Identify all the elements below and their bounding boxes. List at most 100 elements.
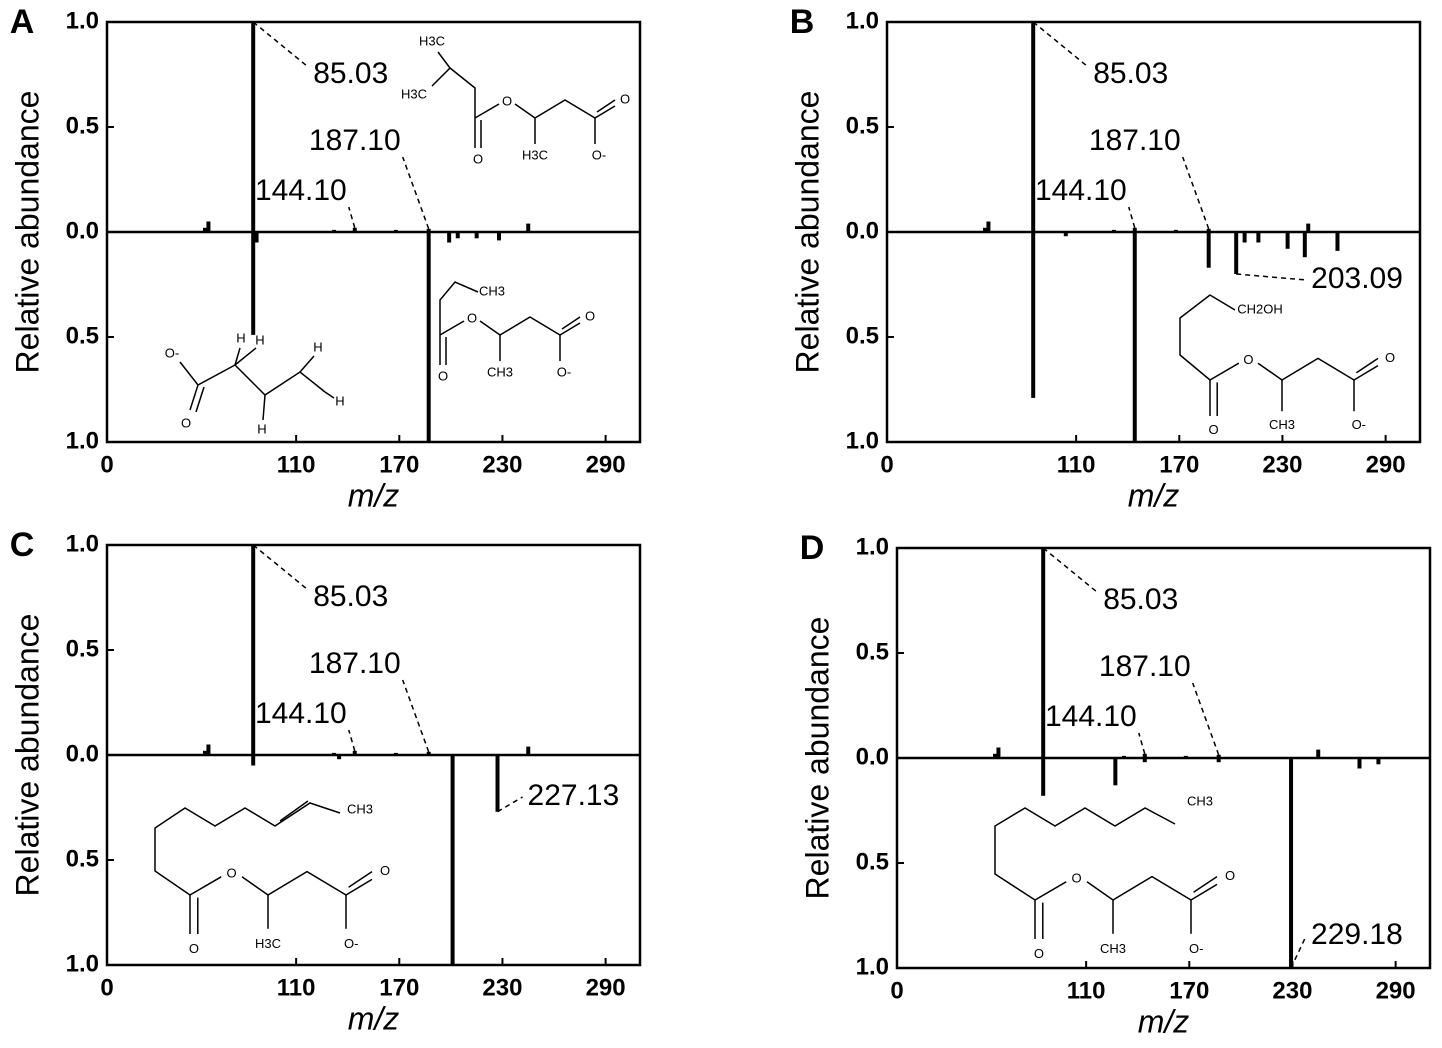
atom-label: O- [1189, 941, 1203, 956]
peak-leader [1191, 682, 1220, 756]
peak-label: 187.10 [1089, 124, 1181, 157]
x-tick-label: 170 [379, 451, 419, 478]
x-axis-label: m/z [1128, 477, 1180, 513]
atom-label: O- [344, 936, 358, 951]
x-tick-label: 0 [100, 974, 113, 1001]
peak-label: 227.13 [528, 779, 620, 812]
bond [1209, 362, 1240, 381]
x-tick-label: 290 [1366, 451, 1406, 478]
atom-label: O [585, 308, 595, 323]
x-tick-label: 110 [277, 974, 316, 1001]
x-tick-label: 230 [482, 451, 522, 478]
y-tick-label: 0.5 [846, 112, 879, 139]
peak-label: 85.03 [1103, 583, 1178, 616]
atom-label: CH3 [479, 283, 505, 298]
bond [179, 361, 199, 386]
y-axis-label: Relative abundance [9, 91, 45, 374]
bond [1193, 875, 1218, 893]
peak-leader [1138, 732, 1146, 755]
bond [1086, 875, 1192, 901]
peak-label: 85.03 [313, 580, 388, 613]
y-tick-label: 1.0 [856, 533, 889, 560]
y-axis-label: Relative abundance [9, 614, 45, 897]
atom-label: O- [1352, 417, 1366, 432]
peak-leader [497, 796, 523, 813]
y2-tick-label: 1.0 [856, 953, 889, 980]
peak-label: 187.10 [1099, 650, 1191, 683]
bond [439, 320, 465, 336]
bond [154, 802, 341, 896]
x-tick-label: 170 [1159, 451, 1199, 478]
bond [449, 67, 476, 118]
peak-leader [1128, 206, 1136, 229]
x-tick-label: 170 [379, 974, 419, 1001]
x-tick-label: 290 [586, 451, 626, 478]
atom-label: CH3 [487, 364, 513, 379]
peak-label: 187.10 [309, 647, 401, 680]
y2-tick-label: 1.0 [66, 427, 99, 454]
y-tick-label: 0.0 [846, 217, 879, 244]
bond [1257, 357, 1355, 381]
x-tick-label: 0 [100, 451, 113, 478]
bond [479, 316, 561, 336]
y-tick-label: 1.0 [846, 7, 879, 34]
bond [596, 99, 616, 113]
x-tick-label: 0 [880, 451, 893, 478]
peak-label: 144.10 [1035, 174, 1127, 207]
peak-leader [401, 679, 430, 753]
x-tick-label: 110 [277, 451, 316, 478]
peak-leader [252, 544, 309, 591]
bond [1353, 364, 1379, 381]
panel-label: A [10, 3, 35, 41]
x-tick-label: 110 [1067, 977, 1106, 1004]
atom-label: O- [165, 345, 179, 360]
y-tick-label: 0.5 [66, 112, 99, 139]
peak-leader [348, 206, 356, 229]
panel-label: C [10, 526, 35, 564]
bond [994, 807, 1176, 901]
x-tick-label: 230 [482, 974, 522, 1001]
y2-tick-label: 0.5 [846, 322, 879, 349]
bond [474, 103, 500, 119]
y-tick-label: 0.0 [66, 217, 99, 244]
peak-leader [1032, 21, 1089, 68]
x-tick-label: 0 [890, 977, 903, 1004]
atom-label: H3C [401, 86, 427, 101]
atom-label: H3C [255, 936, 281, 951]
atom-label: O [438, 368, 448, 383]
atom-label: O [473, 151, 483, 166]
bond [234, 347, 257, 366]
peak-leader [348, 729, 356, 752]
bond [439, 281, 479, 335]
atom-label: H [313, 339, 322, 354]
atom-label: O [227, 866, 237, 881]
bond [279, 800, 309, 822]
peak-leader [401, 156, 430, 230]
peak-label: 144.10 [255, 174, 347, 207]
x-tick-label: 290 [586, 974, 626, 1001]
bond [262, 394, 266, 421]
x-tick-label: 230 [1272, 977, 1312, 1004]
bond [189, 384, 199, 411]
bond [348, 870, 373, 888]
x-tick-label: 110 [1057, 451, 1096, 478]
bond [189, 876, 222, 896]
bond [1179, 294, 1236, 381]
peak-label: 144.10 [1045, 700, 1137, 733]
peak-leader [1290, 935, 1307, 969]
atom-label: H [257, 421, 266, 436]
atom-label: O- [557, 364, 571, 379]
y-tick-label: 0.0 [856, 743, 889, 770]
peak-leader [1042, 547, 1099, 594]
panel-label: B [790, 3, 815, 41]
atom-label: CH3 [347, 801, 373, 816]
atom-label: O [1225, 868, 1235, 883]
bond [431, 51, 451, 87]
x-axis-label: m/z [1138, 1003, 1190, 1039]
atom-label: CH3 [1187, 793, 1213, 808]
